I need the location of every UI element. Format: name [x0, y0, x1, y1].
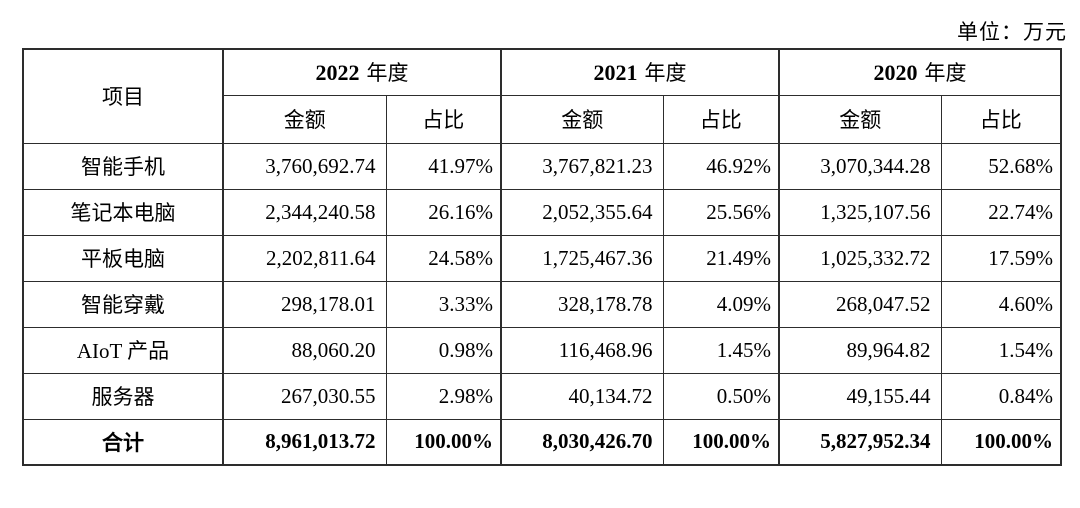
ratio-cell: 41.97%	[385, 142, 502, 190]
ratio-cell: 0.98%	[385, 326, 502, 374]
amount-cell: 40,134.72	[500, 372, 664, 420]
ratio-cell: 4.60%	[940, 280, 1062, 328]
amount-cell: 298,178.01	[222, 280, 387, 328]
table-row-total: 合计 8,961,013.72 100.00% 8,030,426.70 100…	[22, 418, 1062, 466]
table-row-aiot: AIoT 产品 88,060.20 0.98% 116,468.96 1.45%…	[22, 326, 1062, 374]
item-label: AIoT 产品	[22, 326, 224, 374]
amount-header-2020: 金额	[778, 94, 942, 144]
item-label: 智能手机	[22, 142, 224, 190]
amount-header-2022: 金额	[222, 94, 387, 144]
ratio-cell: 17.59%	[940, 234, 1062, 282]
amount-cell: 328,178.78	[500, 280, 664, 328]
total-amount-cell: 8,961,013.72	[222, 418, 387, 466]
table-row-server: 服务器 267,030.55 2.98% 40,134.72 0.50% 49,…	[22, 372, 1062, 420]
ratio-cell: 1.45%	[662, 326, 780, 374]
item-label: 平板电脑	[22, 234, 224, 282]
total-amount-cell: 8,030,426.70	[500, 418, 664, 466]
header-row-years: 项目 2022 年度 2021 年度 2020 年度	[22, 48, 1062, 144]
year-suffix: 年度	[924, 61, 967, 86]
ratio-cell: 52.68%	[940, 142, 1062, 190]
ratio-cell: 26.16%	[385, 188, 502, 236]
year-number: 2022	[315, 60, 360, 86]
item-column-header: 项目	[22, 48, 224, 144]
ratio-cell: 0.50%	[662, 372, 780, 420]
ratio-header-2021: 占比	[662, 94, 780, 144]
amount-cell: 2,344,240.58	[222, 188, 387, 236]
amount-cell: 2,052,355.64	[500, 188, 664, 236]
amount-cell: 1,725,467.36	[500, 234, 664, 282]
ratio-cell: 0.84%	[940, 372, 1062, 420]
ratio-cell: 3.33%	[385, 280, 502, 328]
amount-header-2021: 金额	[500, 94, 664, 144]
year-header-2021: 2021 年度	[500, 48, 780, 96]
amount-cell: 2,202,811.64	[222, 234, 387, 282]
amount-cell: 49,155.44	[778, 372, 942, 420]
year-number: 2021	[593, 60, 638, 86]
ratio-cell: 2.98%	[385, 372, 502, 420]
ratio-header-2022: 占比	[385, 94, 502, 144]
amount-cell: 88,060.20	[222, 326, 387, 374]
amount-cell: 3,070,344.28	[778, 142, 942, 190]
ratio-cell: 21.49%	[662, 234, 780, 282]
unit-note: 单位：万元	[957, 20, 1067, 44]
total-label: 合计	[22, 418, 224, 466]
revenue-breakdown-table: 项目 2022 年度 2021 年度 2020 年度 金额 占比 金额 占比 金额 占…	[22, 48, 1062, 466]
item-label: 笔记本电脑	[22, 188, 224, 236]
total-amount-cell: 5,827,952.34	[778, 418, 942, 466]
table-row-wearables: 智能穿戴 298,178.01 3.33% 328,178.78 4.09% 2…	[22, 280, 1062, 328]
table-row-laptop: 笔记本电脑 2,344,240.58 26.16% 2,052,355.64 2…	[22, 188, 1062, 236]
year-suffix: 年度	[644, 61, 687, 86]
year-header-2022: 2022 年度	[222, 48, 502, 96]
amount-cell: 267,030.55	[222, 372, 387, 420]
ratio-cell: 46.92%	[662, 142, 780, 190]
total-ratio-cell: 100.00%	[385, 418, 502, 466]
ratio-header-2020: 占比	[940, 94, 1062, 144]
item-label: 智能穿戴	[22, 280, 224, 328]
total-ratio-cell: 100.00%	[662, 418, 780, 466]
amount-cell: 3,767,821.23	[500, 142, 664, 190]
ratio-cell: 25.56%	[662, 188, 780, 236]
amount-cell: 3,760,692.74	[222, 142, 387, 190]
amount-cell: 89,964.82	[778, 326, 942, 374]
amount-cell: 1,025,332.72	[778, 234, 942, 282]
amount-cell: 116,468.96	[500, 326, 664, 374]
ratio-cell: 24.58%	[385, 234, 502, 282]
total-ratio-cell: 100.00%	[940, 418, 1062, 466]
ratio-cell: 22.74%	[940, 188, 1062, 236]
table-row-tablet: 平板电脑 2,202,811.64 24.58% 1,725,467.36 21…	[22, 234, 1062, 282]
amount-cell: 268,047.52	[778, 280, 942, 328]
amount-cell: 1,325,107.56	[778, 188, 942, 236]
table-row-smartphone: 智能手机 3,760,692.74 41.97% 3,767,821.23 46…	[22, 142, 1062, 190]
year-header-2020: 2020 年度	[778, 48, 1062, 96]
ratio-cell: 4.09%	[662, 280, 780, 328]
year-number: 2020	[873, 60, 918, 86]
item-label: 服务器	[22, 372, 224, 420]
year-suffix: 年度	[366, 61, 409, 86]
ratio-cell: 1.54%	[940, 326, 1062, 374]
